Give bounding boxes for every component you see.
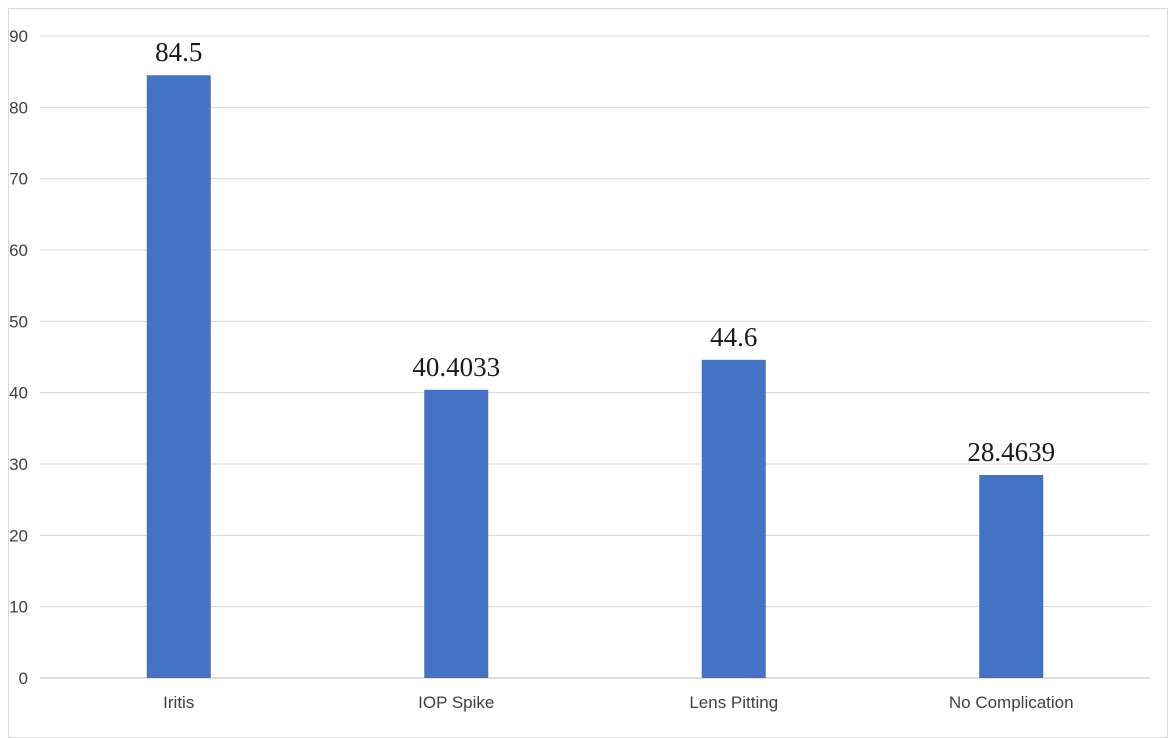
data-label: 84.5 <box>155 37 202 67</box>
x-category-label: Lens Pitting <box>689 693 778 712</box>
gridlines <box>40 35 1150 679</box>
x-category-label: IOP Spike <box>418 693 494 712</box>
bar-iritis <box>146 75 211 678</box>
y-tick-label: 10 <box>9 598 28 617</box>
data-label: 40.4033 <box>412 352 500 382</box>
x-category-label: No Complication <box>949 693 1074 712</box>
y-tick-label: 0 <box>19 669 28 688</box>
y-tick-label: 60 <box>9 241 28 260</box>
data-label: 28.4639 <box>967 437 1055 467</box>
y-tick-label: 40 <box>9 384 28 403</box>
bar-iop-spike <box>424 389 489 678</box>
x-axis-categories: Iritis IOP Spike Lens Pitting No Complicati… <box>163 693 1073 712</box>
y-tick-label: 30 <box>9 455 28 474</box>
x-category-label: Iritis <box>163 693 194 712</box>
bar-no-complication <box>979 474 1044 678</box>
y-tick-label: 80 <box>9 98 28 117</box>
y-tick-label: 70 <box>9 170 28 189</box>
y-axis-ticks: 0 10 20 30 40 50 60 70 80 90 <box>9 27 28 688</box>
y-tick-label: 20 <box>9 526 28 545</box>
data-labels: 84.5 40.4033 44.6 28.4639 <box>155 37 1055 467</box>
y-tick-label: 50 <box>9 312 28 331</box>
bar-lens-pitting <box>701 359 766 678</box>
data-label: 44.6 <box>710 322 757 352</box>
y-tick-label: 90 <box>9 27 28 46</box>
bars <box>146 75 1044 678</box>
